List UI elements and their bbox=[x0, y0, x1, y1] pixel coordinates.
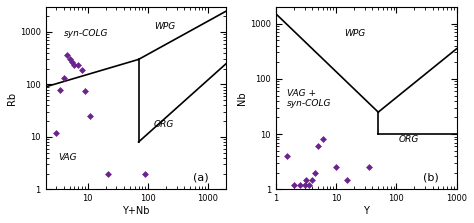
Point bbox=[343, 178, 351, 182]
Point bbox=[302, 178, 310, 182]
Point bbox=[60, 77, 67, 80]
Point bbox=[365, 166, 373, 169]
Text: VAG +
syn-COLG: VAG + syn-COLG bbox=[287, 89, 331, 108]
Point bbox=[71, 63, 78, 66]
Point bbox=[74, 63, 82, 66]
Point bbox=[309, 178, 316, 182]
X-axis label: Y+Nb: Y+Nb bbox=[122, 206, 150, 216]
Point bbox=[63, 53, 71, 56]
Point bbox=[104, 172, 112, 176]
Point bbox=[332, 166, 340, 169]
Y-axis label: Rb: Rb bbox=[7, 92, 17, 105]
Text: ORG: ORG bbox=[399, 135, 419, 144]
X-axis label: Y: Y bbox=[363, 206, 369, 216]
Point bbox=[305, 183, 312, 187]
Text: WPG: WPG bbox=[154, 22, 175, 31]
Point bbox=[56, 88, 64, 91]
Point bbox=[319, 138, 327, 141]
Y-axis label: Nb: Nb bbox=[237, 91, 247, 105]
Point bbox=[311, 171, 319, 175]
Point bbox=[290, 183, 298, 187]
Point bbox=[314, 145, 322, 148]
Text: WPG: WPG bbox=[345, 29, 366, 38]
Point bbox=[66, 57, 73, 60]
Point bbox=[301, 183, 309, 187]
Point bbox=[53, 131, 60, 134]
Text: (b): (b) bbox=[423, 172, 438, 182]
Text: ORG: ORG bbox=[154, 120, 174, 129]
Point bbox=[283, 154, 291, 158]
Text: syn-COLG: syn-COLG bbox=[64, 29, 108, 38]
Point bbox=[296, 183, 304, 187]
Point bbox=[141, 172, 149, 176]
Text: VAG: VAG bbox=[58, 153, 77, 162]
Point bbox=[78, 68, 86, 72]
Point bbox=[81, 89, 89, 93]
Point bbox=[86, 114, 94, 118]
Text: (a): (a) bbox=[192, 172, 208, 182]
Point bbox=[68, 60, 76, 64]
